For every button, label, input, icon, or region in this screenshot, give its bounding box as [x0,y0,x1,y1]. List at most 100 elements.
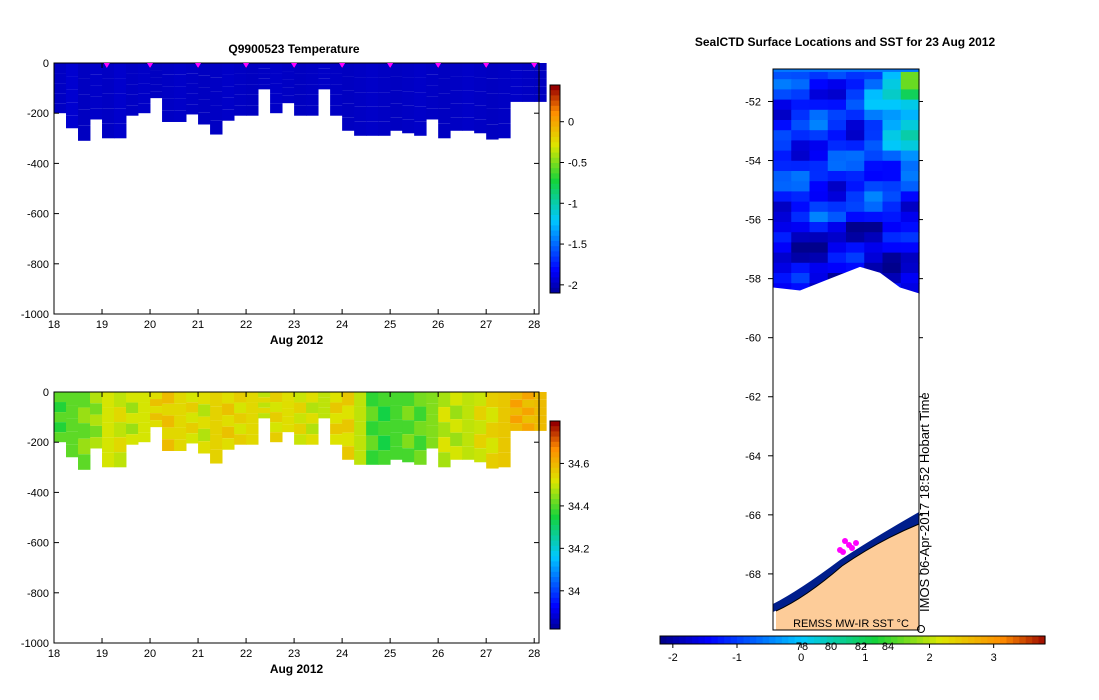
colorbar-segment [550,272,560,278]
data-cell [474,105,487,120]
data-cell [78,438,91,455]
colorbar-segment [737,636,745,644]
data-cell [90,96,103,109]
sst-cell [809,140,829,152]
data-cell [282,416,295,425]
sst-cell [809,79,829,90]
data-cell [498,78,511,94]
colorbar-segment [550,571,560,578]
colorbar-segment [550,277,560,284]
colorbar-segment [865,636,873,644]
sst-cell [827,232,847,243]
colorbar-segment [550,209,560,216]
colorbar-segment [550,488,560,495]
sst-cell [809,171,829,182]
data-cell [306,423,319,435]
sst-cell [809,130,829,141]
colorbar-segment [550,204,560,211]
data-cell [90,403,103,415]
data-cell [174,98,187,111]
colorbar-segment [550,235,560,242]
data-cell [306,392,319,403]
data-cell [102,63,115,79]
sst-cell [791,79,811,90]
sst-cell [809,191,829,203]
sst-cell [827,69,847,80]
data-cell [210,91,223,106]
colorbar-tick-label: 3 [991,652,997,664]
colorbar-segment [550,147,560,154]
x-tick-label: 21 [192,319,204,331]
data-cell [126,105,139,116]
data-cell [438,78,451,94]
sst-cell [827,120,847,131]
data-cell [222,86,235,98]
colorbar-segment [839,636,847,644]
sst-cell [882,69,902,80]
sst-cell [791,69,811,80]
colorbar-segment [550,100,560,107]
data-cell [426,74,439,86]
data-cell [162,439,175,451]
colorbar-segment [550,85,560,91]
colorbar-segment [948,636,956,644]
y-tick-label: 0 [43,387,49,399]
data-cell [258,63,271,69]
profile-marker [435,63,442,68]
sst-cell [773,222,792,233]
data-cell [210,406,223,421]
data-cell [534,407,547,416]
colorbar-segment [550,131,560,138]
data-cell [270,73,283,84]
sst-cell [900,109,920,121]
data-cell [390,90,403,104]
data-cell [258,397,271,403]
data-cell [318,73,331,79]
x-axis-label: Aug 2012 [270,662,324,676]
colorbar-segment [550,613,560,620]
data-cell [222,415,235,427]
y-tick-label: 0 [43,58,49,70]
colorbar-segment [1000,636,1008,644]
data-cell [186,104,199,115]
data-cell [126,402,139,414]
data-cell [390,76,403,91]
sst-cell [791,283,811,294]
colorbar-segment [550,431,560,438]
data-cell [78,125,91,141]
data-cell [354,77,367,93]
data-cell [402,91,415,106]
colorbar-segment [833,636,841,644]
sst-cell [791,222,811,233]
sst-cell [791,109,811,121]
sst-cell [882,109,902,121]
data-cell [522,415,535,424]
colorbar-segment [550,556,560,562]
data-cell [462,432,475,447]
data-cell [54,392,67,403]
data-cell [54,422,67,433]
sst-cell [827,89,847,101]
data-cell [330,73,343,85]
sst-cell [809,273,829,284]
colorbar-segment [550,230,560,237]
colorbar-segment [685,636,693,644]
colorbar-segment [550,287,560,294]
data-cell [474,63,487,78]
colorbar-segment [704,636,712,644]
data-cell [450,90,463,104]
colorbar-tick-label: -1 [568,198,578,210]
data-cell [498,422,511,438]
colorbar-segment [692,636,700,644]
colorbar-tick-label: 34.6 [568,458,589,470]
data-cell [102,437,115,453]
data-cell [114,407,127,423]
data-cell [522,78,535,87]
data-cell [90,437,103,449]
data-cell [138,402,151,413]
x-tick-label: 26 [432,648,444,660]
sst-cell [809,222,829,233]
sst-cell [809,181,829,192]
colorbar-tick-label: 2 [926,652,932,664]
